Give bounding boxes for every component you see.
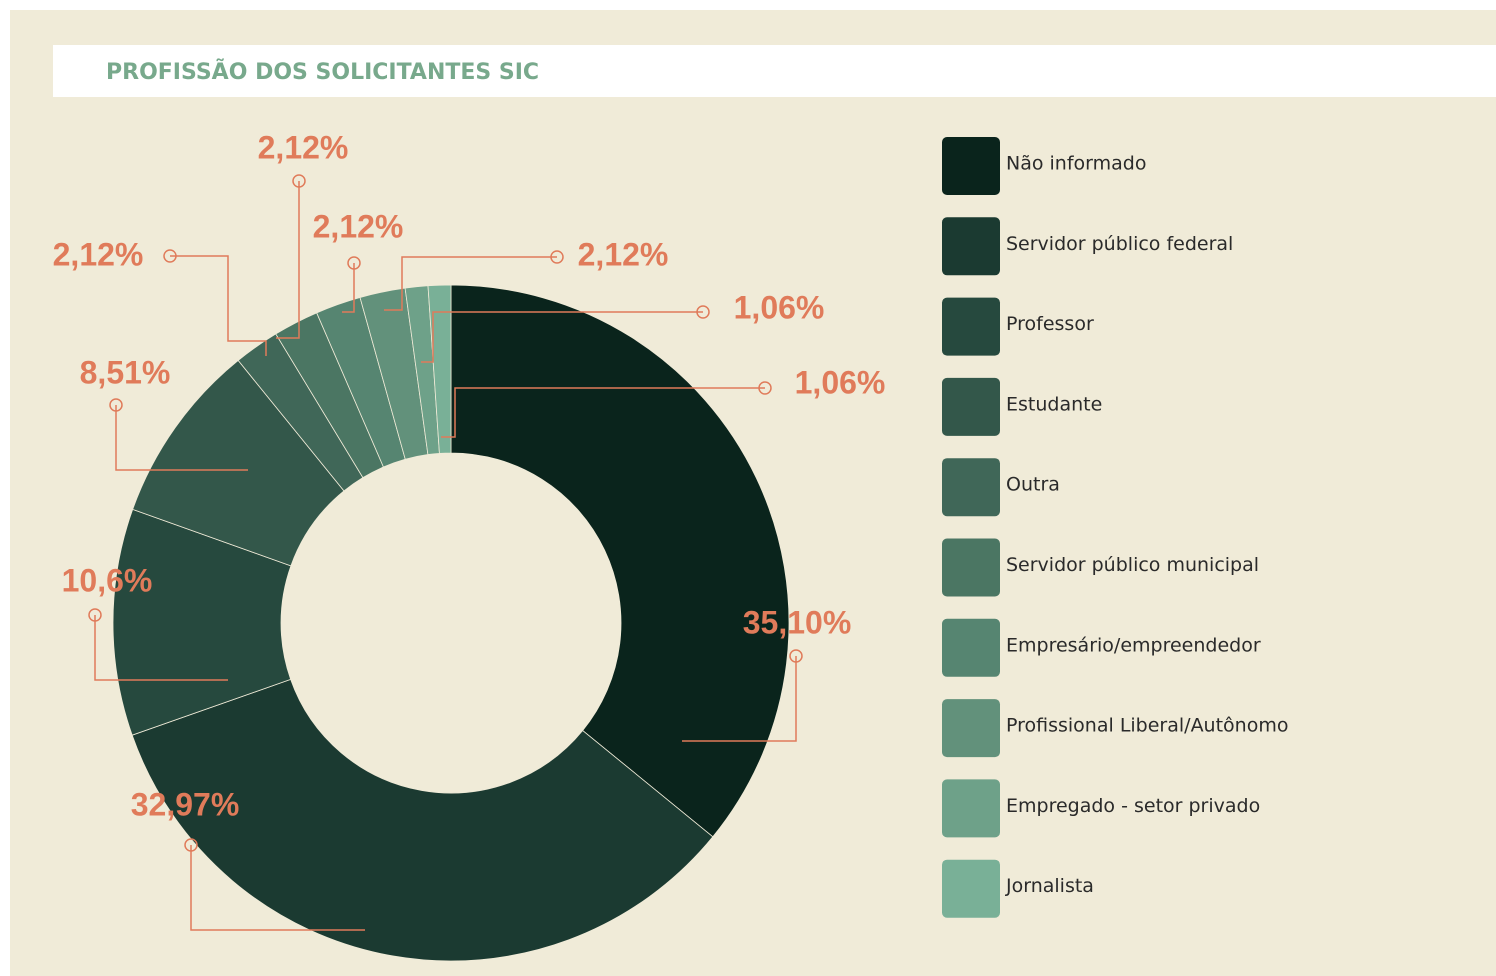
- leader-line: [421, 311, 703, 363]
- value-label: 2,12%: [578, 236, 669, 272]
- leader-dot: [163, 249, 177, 263]
- value-label: 1,06%: [795, 364, 886, 400]
- leader-line: [342, 263, 355, 313]
- legend-label: Empregado - setor privado: [1006, 795, 1260, 817]
- leader-line: [276, 181, 300, 339]
- leader-dot: [550, 250, 564, 264]
- value-label: 35,10%: [743, 604, 852, 640]
- value-label: 2,12%: [313, 208, 404, 244]
- leader-dot: [88, 608, 102, 622]
- legend-swatch: [942, 699, 1000, 758]
- leader-dot: [292, 174, 306, 188]
- value-label: 32,97%: [131, 786, 240, 822]
- leader-dot: [184, 838, 198, 852]
- legend-label: Servidor público federal: [1006, 233, 1233, 255]
- legend-label: Empresário/empreendedor: [1006, 634, 1261, 656]
- leader-dot: [696, 305, 710, 319]
- legend-label: Professor: [1006, 313, 1094, 335]
- legend-swatch: [942, 538, 1000, 597]
- legend-label: Profissional Liberal/Autônomo: [1006, 715, 1288, 737]
- leader-dot: [758, 381, 772, 395]
- leader-line: [682, 656, 797, 742]
- legend-swatch: [942, 297, 1000, 356]
- donut-slice: [450, 284, 790, 838]
- leader-line: [115, 405, 248, 471]
- value-label: 8,51%: [80, 354, 171, 390]
- legend-swatch: [942, 377, 1000, 436]
- leader-dot: [109, 398, 123, 412]
- leader-line: [441, 387, 765, 438]
- donut-slice: [112, 508, 292, 736]
- legend-swatch: [942, 779, 1000, 838]
- title-bar: [53, 45, 1496, 97]
- leader-dot: [789, 649, 803, 663]
- legend-label: Não informado: [1006, 153, 1146, 175]
- legend-swatch: [942, 618, 1000, 677]
- value-label: 1,06%: [734, 289, 825, 325]
- donut-slice: [131, 678, 714, 962]
- legend-swatch: [942, 137, 1000, 195]
- legend-label: Outra: [1006, 474, 1060, 496]
- leader-line: [94, 615, 228, 681]
- legend-swatch: [942, 458, 1000, 517]
- value-label: 2,12%: [258, 129, 349, 165]
- legend-swatch: [942, 217, 1000, 276]
- legend-swatch: [942, 859, 1000, 918]
- legend-label: Servidor público municipal: [1006, 554, 1259, 576]
- value-label: 10,6%: [62, 562, 153, 598]
- leader-line: [190, 845, 365, 931]
- chart-title: PROFISSÃO DOS SOLICITANTES SIC: [106, 59, 539, 85]
- legend-label: Estudante: [1006, 393, 1102, 415]
- legend-label: Jornalista: [1005, 875, 1094, 897]
- value-label: 2,12%: [53, 236, 144, 272]
- leader-line: [170, 255, 267, 356]
- leader-dot: [347, 256, 361, 270]
- leader-line: [384, 256, 557, 311]
